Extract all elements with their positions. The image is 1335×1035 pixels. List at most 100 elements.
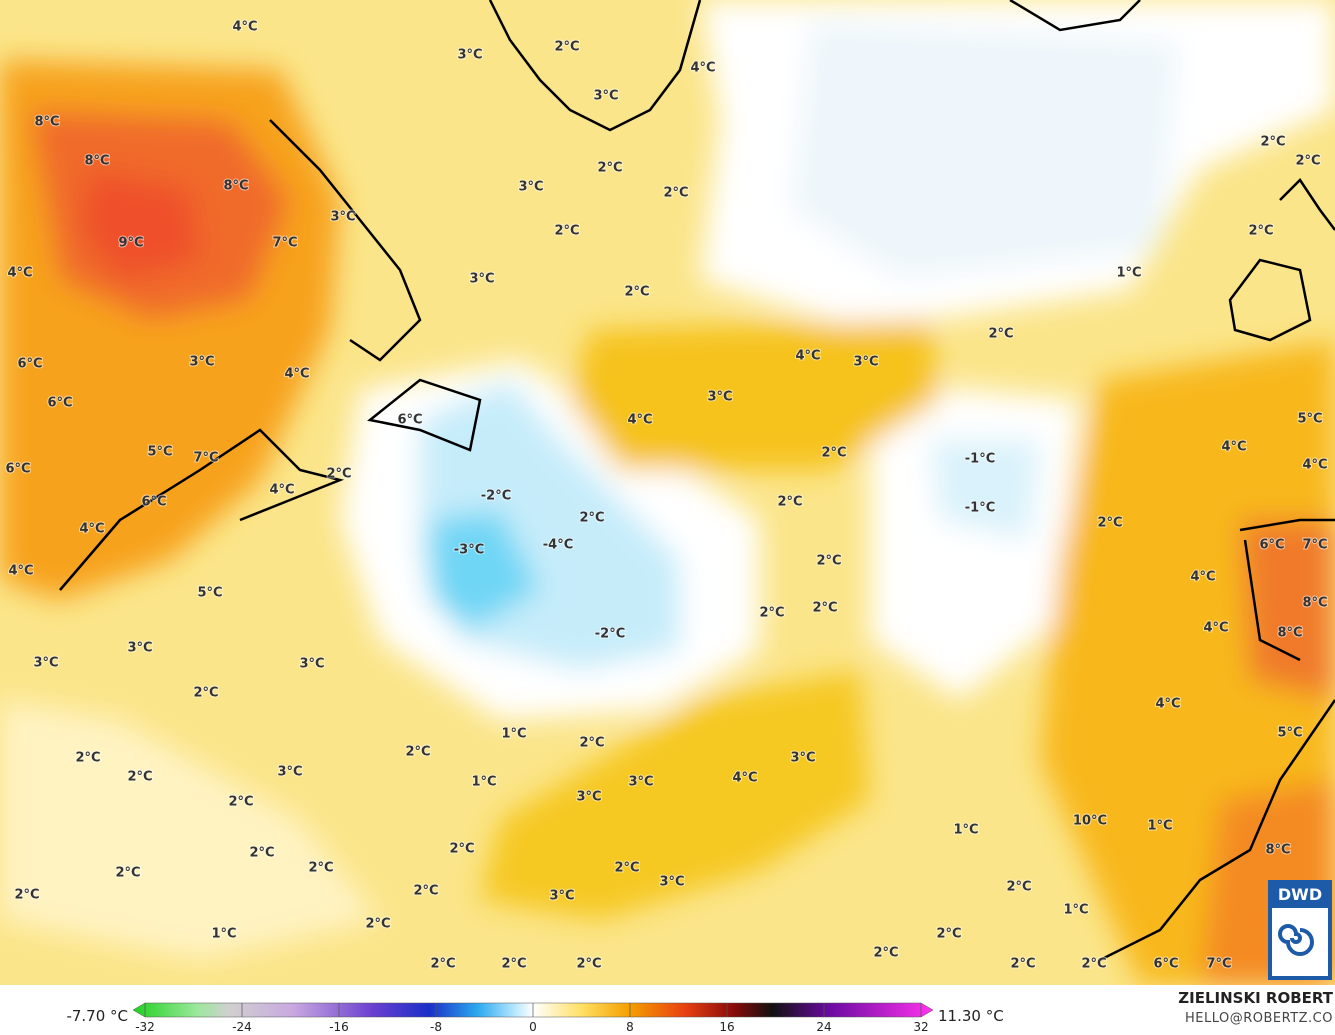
colorbar-tick-label: 0 xyxy=(529,1020,537,1034)
temp-label: 4°C xyxy=(732,771,757,786)
temp-label: 6°C xyxy=(5,462,30,477)
temp-label: 5°C xyxy=(1277,726,1302,741)
temp-label: 4°C xyxy=(269,483,294,498)
temp-label: 3°C xyxy=(549,889,574,904)
temp-label: 3°C xyxy=(659,875,684,890)
temp-label: 6°C xyxy=(397,413,422,428)
temp-label: 2°C xyxy=(127,770,152,785)
temp-label: 4°C xyxy=(1302,458,1327,473)
temp-label: 2°C xyxy=(624,285,649,300)
temp-label: 9°C xyxy=(118,236,143,251)
dwd-swirl xyxy=(1278,924,1314,956)
map-background xyxy=(0,0,1335,985)
temp-label: 6°C xyxy=(1259,538,1284,553)
temp-label: 3°C xyxy=(576,790,601,805)
colorbar-tick-label: 32 xyxy=(913,1020,928,1034)
temp-label: 2°C xyxy=(75,751,100,766)
temp-label: 2°C xyxy=(1097,516,1122,531)
temp-label: 2°C xyxy=(579,736,604,751)
temp-label: 3°C xyxy=(457,48,482,63)
temp-label: 8°C xyxy=(34,115,59,130)
temp-label: 2°C xyxy=(1260,135,1285,150)
temp-label: 3°C xyxy=(127,641,152,656)
temp-label: 6°C xyxy=(47,396,72,411)
temp-label: 6°C xyxy=(17,357,42,372)
temp-label: 2°C xyxy=(326,467,351,482)
colorbar-tick-label: 24 xyxy=(816,1020,831,1034)
temp-label: -3°C xyxy=(454,543,484,558)
email: HELLO@ROBERTZ.CO xyxy=(1185,1011,1333,1026)
dwd-logo-text: DWD xyxy=(1278,885,1322,904)
temp-label: 1°C xyxy=(501,727,526,742)
temp-label: 7°C xyxy=(193,451,218,466)
temp-label: 1°C xyxy=(211,927,236,942)
temp-label: 3°C xyxy=(628,775,653,790)
temp-label: 2°C xyxy=(308,861,333,876)
colorbar-tick-label: 8 xyxy=(626,1020,634,1034)
temp-label: 1°C xyxy=(1116,266,1141,281)
temp-label: 7°C xyxy=(272,236,297,251)
temp-label: 2°C xyxy=(1248,224,1273,239)
temp-label: 2°C xyxy=(812,601,837,616)
colorbar-tick-label: -8 xyxy=(430,1020,442,1034)
temp-label: 5°C xyxy=(197,586,222,601)
temp-label: 2°C xyxy=(14,888,39,903)
temp-label: 2°C xyxy=(816,554,841,569)
temp-label: 2°C xyxy=(614,861,639,876)
temp-label: 8°C xyxy=(223,179,248,194)
temp-label: 2°C xyxy=(1006,880,1031,895)
temp-label: 5°C xyxy=(1297,412,1322,427)
temp-label: 2°C xyxy=(115,866,140,881)
colorbar-tick-label: -16 xyxy=(329,1020,349,1034)
temp-label: 6°C xyxy=(1153,957,1178,972)
temp-label: -1°C xyxy=(965,501,995,516)
temp-label: 4°C xyxy=(1155,697,1180,712)
temp-label: 2°C xyxy=(554,224,579,239)
temp-label: 2°C xyxy=(193,686,218,701)
temp-label: 4°C xyxy=(7,266,32,281)
temp-label: 2°C xyxy=(873,946,898,961)
temp-label: 4°C xyxy=(1203,621,1228,636)
temp-label: 2°C xyxy=(413,884,438,899)
temp-label: 2°C xyxy=(936,927,961,942)
temp-label: 2°C xyxy=(449,842,474,857)
temp-label: 4°C xyxy=(232,20,257,35)
temperature-labels: 4°C3°C2°C4°C3°C8°C8°C8°C 3°C2°C2°C2°C2°C9… xyxy=(4,19,1328,973)
temp-label: 3°C xyxy=(790,751,815,766)
temp-label: 8°C xyxy=(1277,626,1302,641)
temp-label: 3°C xyxy=(469,272,494,287)
colorbar-tick-label: 16 xyxy=(719,1020,734,1034)
temp-label: 3°C xyxy=(299,657,324,672)
temp-label: 3°C xyxy=(277,765,302,780)
temp-label: 6°C xyxy=(141,495,166,510)
temp-label: -2°C xyxy=(481,489,511,504)
temp-label: 8°C xyxy=(1302,596,1327,611)
temp-label: 2°C xyxy=(249,846,274,861)
min-label: -7.70 °C xyxy=(66,1007,128,1025)
temp-label: 4°C xyxy=(8,564,33,579)
temp-label: 2°C xyxy=(365,917,390,932)
temp-label: 4°C xyxy=(1221,440,1246,455)
max-label: 11.30 °C xyxy=(938,1007,1004,1025)
temp-label: 2°C xyxy=(1295,154,1320,169)
temp-label: 2°C xyxy=(988,327,1013,342)
temp-label: 8°C xyxy=(84,154,109,169)
temp-label: 2°C xyxy=(554,40,579,55)
temp-label: 2°C xyxy=(576,957,601,972)
temp-label: 4°C xyxy=(284,367,309,382)
temp-label: 1°C xyxy=(471,775,496,790)
temp-label: 3°C xyxy=(518,180,543,195)
colorbar-tick-label: -24 xyxy=(232,1020,252,1034)
temp-label: 2°C xyxy=(501,957,526,972)
temp-label: 1°C xyxy=(1063,903,1088,918)
temp-label: 3°C xyxy=(707,390,732,405)
temp-label: 4°C xyxy=(79,522,104,537)
temp-label: 2°C xyxy=(663,186,688,201)
temp-label: 3°C xyxy=(330,210,355,225)
temp-label: 10°C xyxy=(1073,814,1107,829)
temp-label: 4°C xyxy=(690,61,715,76)
temp-label: 3°C xyxy=(853,355,878,370)
temp-label: 4°C xyxy=(627,413,652,428)
author: ZIELINSKI ROBERT xyxy=(1178,989,1333,1007)
